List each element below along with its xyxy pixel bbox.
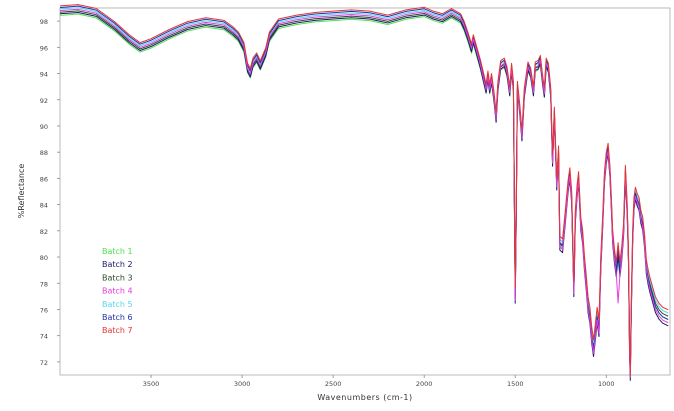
y-tick-label: 80: [40, 254, 48, 262]
legend-item-batch-3: Batch 3: [102, 273, 133, 282]
y-tick-label: 86: [40, 175, 48, 183]
y-tick-label: 76: [40, 306, 48, 314]
x-tick-label: 1000: [598, 380, 615, 388]
x-tick-label: 1500: [507, 380, 524, 388]
y-axis-label: %Reflectance: [17, 164, 26, 219]
y-tick-label: 84: [40, 202, 48, 210]
y-tick-label: 92: [40, 97, 48, 105]
y-tick-label: 96: [40, 44, 48, 52]
x-tick-label: 3000: [234, 380, 251, 388]
legend-item-batch-1: Batch 1: [102, 247, 133, 256]
x-tick-label: 2000: [416, 380, 433, 388]
y-tick-label: 88: [40, 149, 48, 157]
y-tick-label: 74: [40, 333, 48, 341]
y-tick-label: 72: [40, 359, 48, 367]
legend-item-batch-5: Batch 5: [102, 300, 133, 309]
legend-item-batch-4: Batch 4: [102, 287, 133, 296]
y-tick-label: 90: [40, 123, 48, 131]
x-axis: 3500 3000 2500 2000 1500 1000: [143, 375, 615, 388]
legend-item-batch-7: Batch 7: [102, 326, 133, 335]
x-tick-label: 3500: [143, 380, 160, 388]
series-group: [59, 4, 669, 381]
legend-item-batch-6: Batch 6: [102, 313, 133, 322]
y-tick-label: 78: [40, 280, 48, 288]
y-tick-label: 94: [40, 71, 48, 79]
y-axis: 72 74 76 78 80 82 84 86 88 90 92 94 96 98: [40, 18, 60, 367]
y-tick-label: 82: [40, 228, 48, 236]
legend: Batch 1 Batch 2 Batch 3 Batch 4 Batch 5 Batch…: [102, 247, 133, 335]
series-line-batch-7: [59, 4, 669, 376]
y-tick-label: 98: [40, 18, 48, 26]
x-tick-label: 2500: [325, 380, 342, 388]
x-axis-label: Wavenumbers (cm-1): [317, 393, 412, 402]
legend-item-batch-2: Batch 2: [102, 260, 133, 269]
